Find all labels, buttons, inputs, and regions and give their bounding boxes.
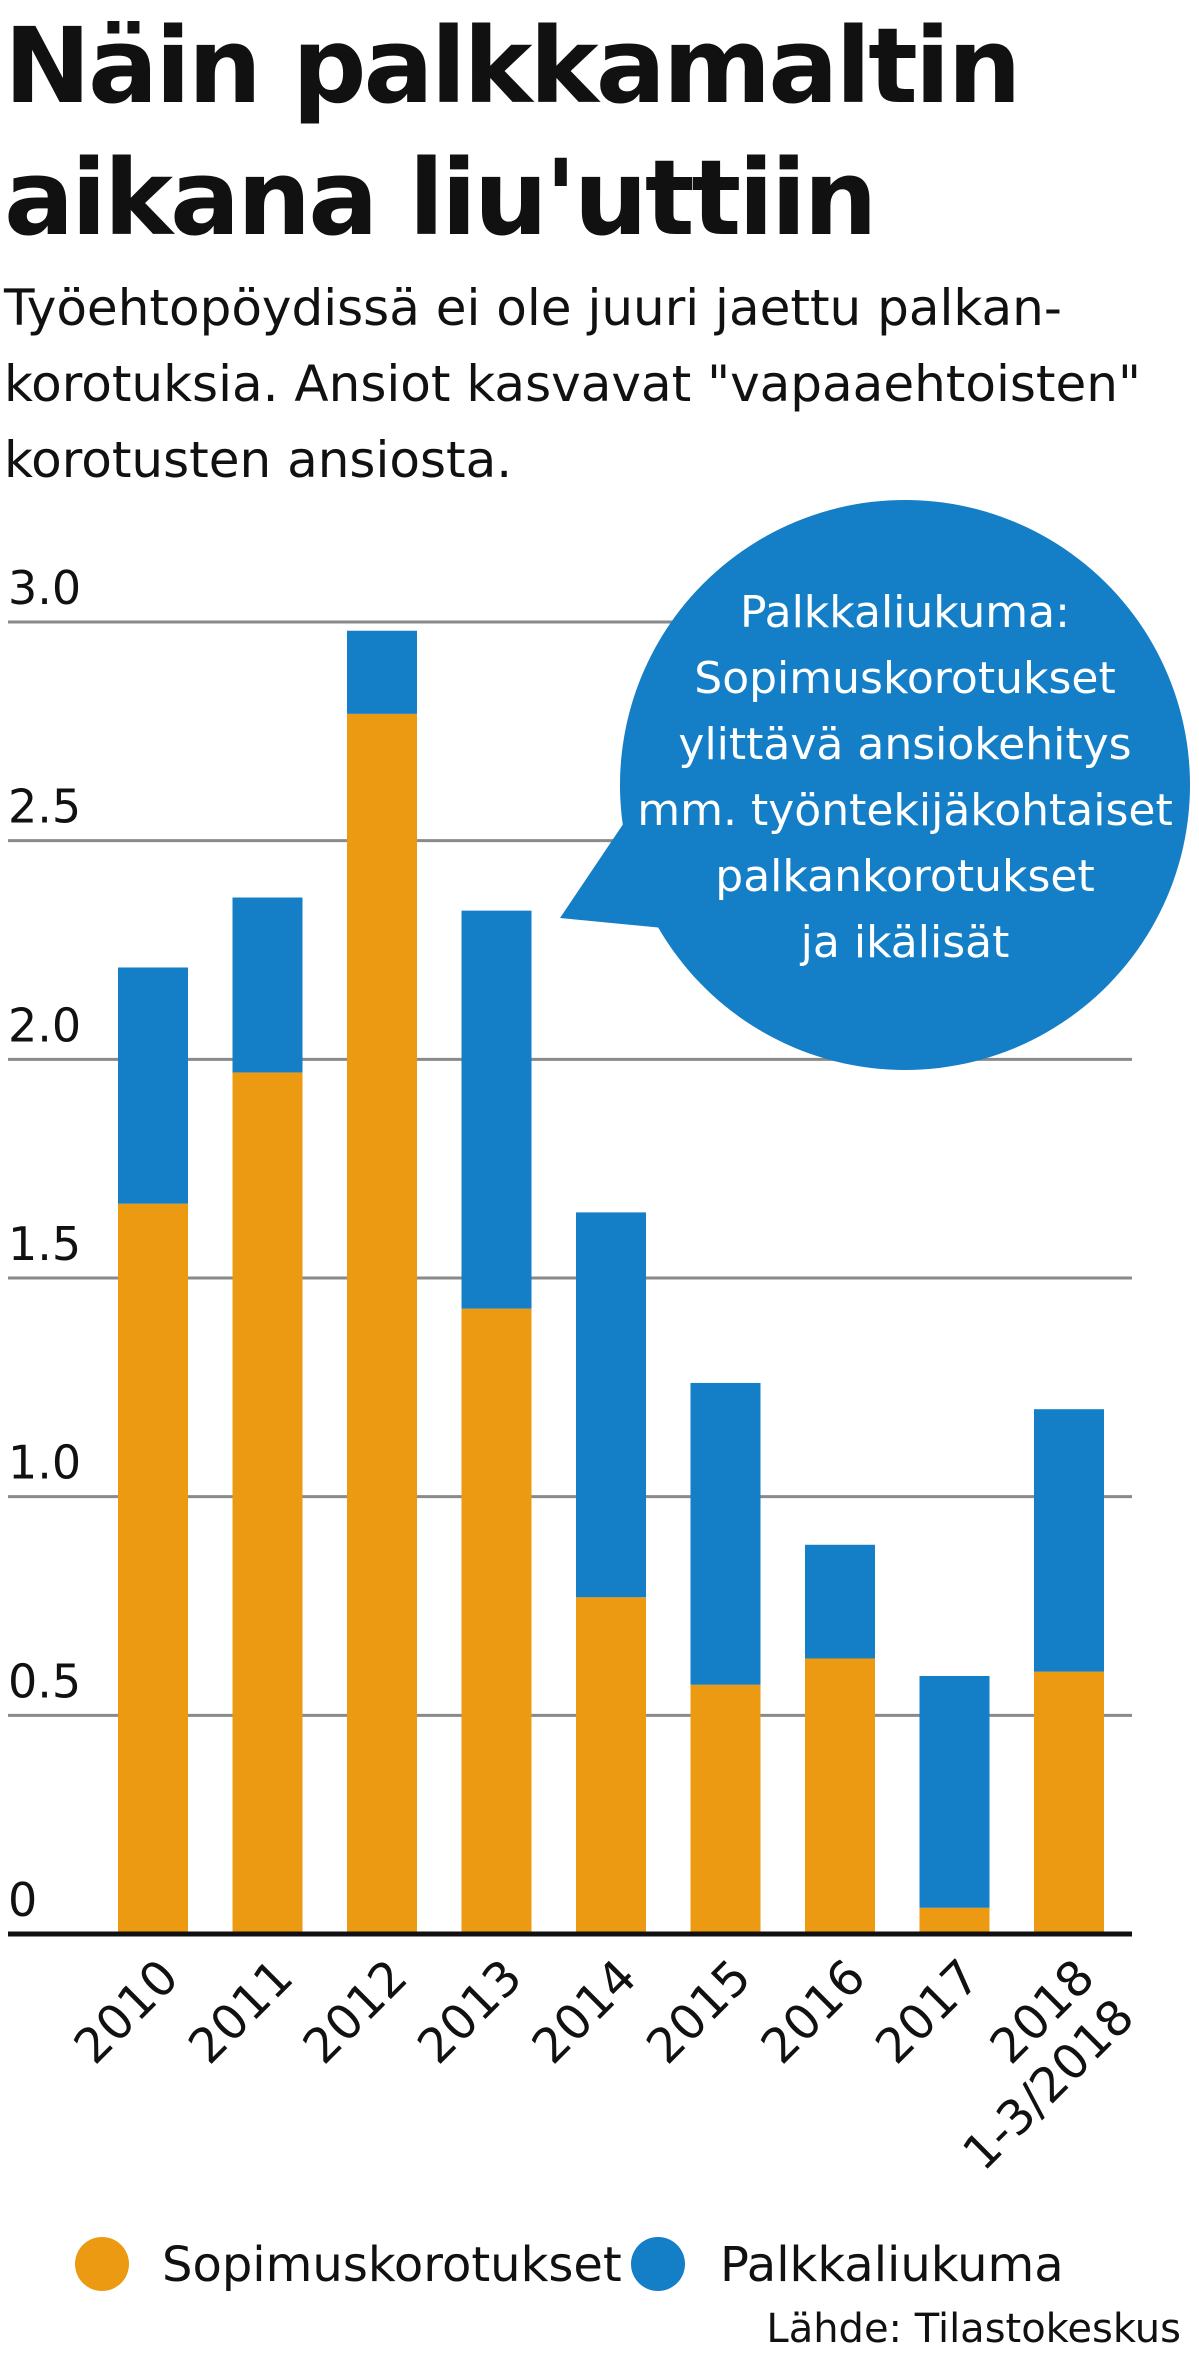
bar-segment	[690, 1382, 761, 1685]
x-tick-label: 2010	[64, 1949, 190, 2075]
bar-segment	[461, 910, 532, 1309]
legend-swatch	[75, 2237, 129, 2291]
bars	[118, 630, 1104, 1934]
bar-segment	[1034, 1409, 1104, 1672]
y-axis-ticks: 0 0.5 1.0 1.5 2.0 2.5 3.0	[8, 561, 81, 1927]
legend-swatch	[631, 2237, 685, 2291]
y-tick-label: 0	[8, 1873, 37, 1927]
callout-line: ylittävä ansiokehitys	[678, 719, 1131, 770]
x-axis-ticks: 2010201120122013201420152016201720181-3/…	[64, 1949, 1146, 2181]
x-tick-label: 2017	[865, 1949, 991, 2075]
x-tick-label: 2011	[178, 1949, 304, 2075]
y-tick-label: 1.0	[8, 1436, 81, 1490]
callout-bubble: Palkkaliukuma: Sopimuskorotukset ylittävä …	[560, 500, 1191, 1071]
legend-label: Palkkaliukuma	[720, 2237, 1064, 2293]
chart-subtitle: Työehtopöydissä ei ole juuri jaettu palk…	[4, 270, 1194, 498]
callout-shape	[560, 500, 1191, 1071]
callout-line: Palkkaliukuma:	[740, 587, 1070, 638]
y-tick-label: 1.5	[8, 1217, 81, 1271]
bar-segment	[690, 1684, 761, 1934]
chart-subtitle-line: korotuksia. Ansiot kasvavat "vapaaehtois…	[4, 355, 1141, 413]
bar-segment	[805, 1544, 875, 1659]
bar-segment	[232, 1072, 303, 1934]
bar-segment	[347, 630, 417, 714]
chart-title-line: Näin palkkamaltin	[4, 5, 1022, 127]
y-tick-label: 2.0	[8, 998, 81, 1052]
y-tick-label: 2.5	[8, 780, 81, 834]
bar-segment	[232, 897, 303, 1073]
bar-segment	[118, 1203, 188, 1934]
source-note: Lähde: Tilastokeskus	[766, 2306, 1181, 2352]
callout-line: mm. työntekijäkohtaiset	[637, 785, 1172, 836]
legend-label: Sopimuskorotukset	[162, 2237, 622, 2293]
bar-segment	[118, 967, 188, 1204]
callout-line: ja ikälisät	[800, 917, 1010, 968]
bar-segment	[576, 1597, 646, 1934]
chart-title-line: aikana liu'uttiin	[4, 137, 878, 259]
bar-segment	[576, 1212, 646, 1598]
x-tick-label: 2014	[522, 1949, 648, 2075]
bar-segment	[919, 1675, 990, 1908]
x-tick-label: 2012	[293, 1949, 419, 2075]
chart-title: Näin palkkamaltin aikana liu'uttiin	[4, 0, 1194, 264]
chart-subtitle-line: korotusten ansiosta.	[4, 431, 513, 489]
y-tick-label: 3.0	[8, 561, 81, 615]
legend: Sopimuskorotukset Palkkaliukuma	[75, 2237, 1064, 2293]
x-tick-label: 2013	[407, 1949, 533, 2075]
x-tick-label: 2015	[636, 1949, 762, 2075]
bar-segment	[805, 1658, 875, 1934]
callout-text: Palkkaliukuma: Sopimuskorotukset ylittävä …	[637, 587, 1172, 968]
bar-segment	[347, 713, 417, 1934]
callout-line: Sopimuskorotukset	[694, 653, 1115, 704]
bar-segment	[461, 1308, 532, 1934]
y-tick-label: 0.5	[8, 1654, 81, 1708]
chart-subtitle-line: Työehtopöydissä ei ole juuri jaettu palk…	[4, 279, 1062, 337]
callout-line: palkankorotukset	[715, 851, 1094, 902]
bar-segment	[919, 1907, 990, 1934]
bar-segment	[1034, 1671, 1104, 1934]
x-tick-label: 2016	[751, 1949, 877, 2075]
